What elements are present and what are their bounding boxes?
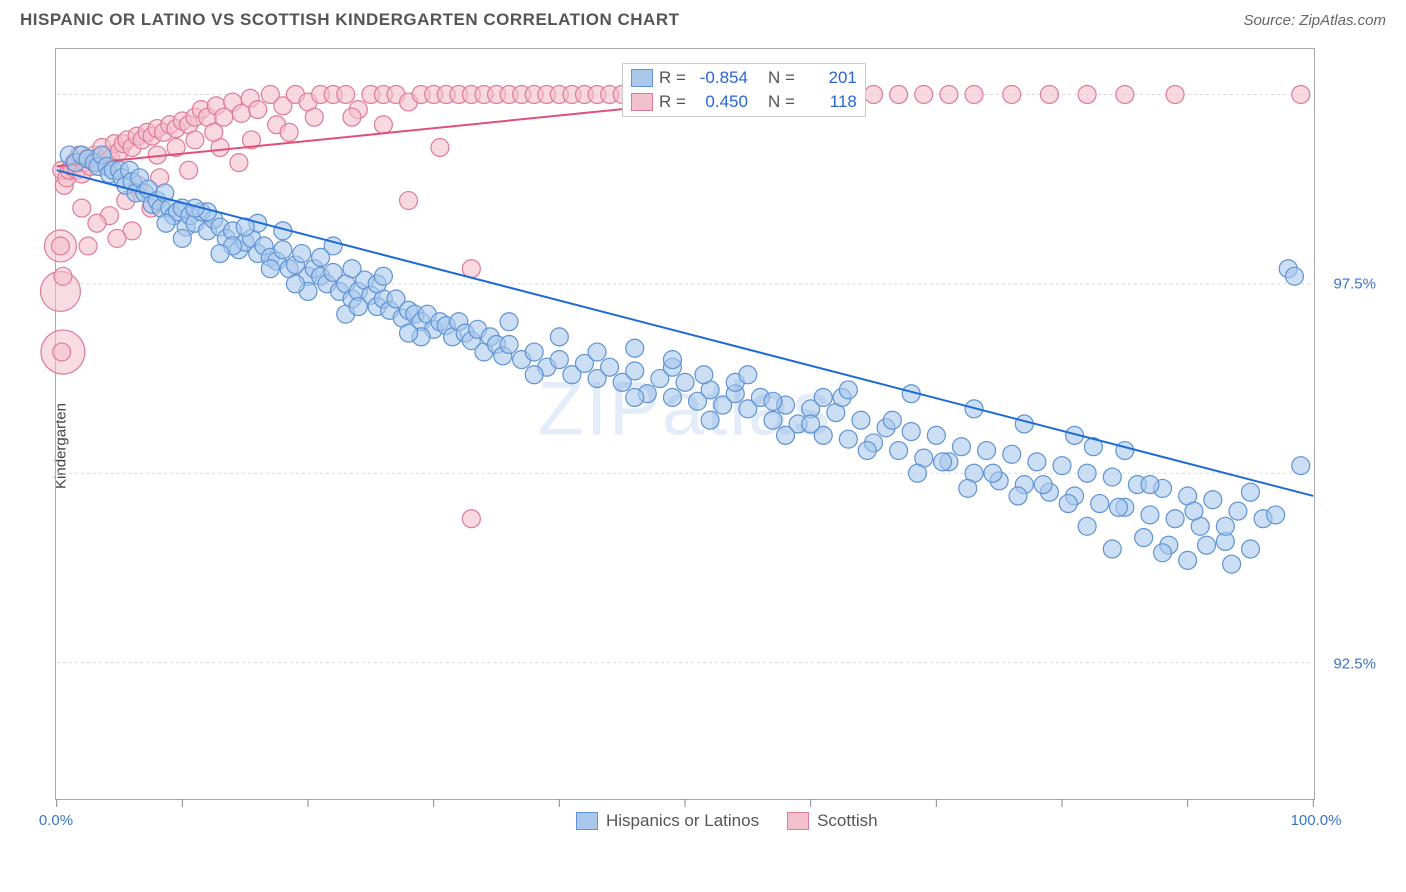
r-label: R = <box>659 66 686 90</box>
n-value-b: 118 <box>801 90 857 114</box>
chart-source: Source: ZipAtlas.com <box>1243 12 1386 29</box>
series-a-name: Hispanics or Latinos <box>606 811 759 831</box>
r-value-b: 0.450 <box>692 90 748 114</box>
r-value-a: -0.854 <box>692 66 748 90</box>
legend-swatch-a2 <box>576 812 598 830</box>
series-b-name: Scottish <box>817 811 877 831</box>
n-label: N = <box>768 90 795 114</box>
chart-header: HISPANIC OR LATINO VS SCOTTISH KINDERGAR… <box>0 0 1406 36</box>
chart-title: HISPANIC OR LATINO VS SCOTTISH KINDERGAR… <box>20 10 680 30</box>
legend-item-a: Hispanics or Latinos <box>576 811 759 831</box>
chart-plot-area: ZIPatlas R = -0.854 N = 201 R = 0.450 N … <box>55 48 1315 800</box>
y-tick-label: 97.5% <box>1333 276 1376 293</box>
legend-item-b: Scottish <box>787 811 877 831</box>
n-value-a: 201 <box>801 66 857 90</box>
n-label: N = <box>768 66 795 90</box>
series-legend: Hispanics or Latinos Scottish <box>576 811 878 831</box>
legend-swatch-b2 <box>787 812 809 830</box>
legend-swatch-a <box>631 69 653 87</box>
x-tick-label: 100.0% <box>1291 812 1342 829</box>
legend-swatch-b <box>631 93 653 111</box>
x-tick-label: 0.0% <box>39 812 73 829</box>
correlation-legend: R = -0.854 N = 201 R = 0.450 N = 118 <box>622 63 866 117</box>
r-label: R = <box>659 90 686 114</box>
scatter-plot-svg <box>56 49 1314 799</box>
y-tick-label: 92.5% <box>1333 656 1376 673</box>
legend-row-b: R = 0.450 N = 118 <box>631 90 857 114</box>
legend-row-a: R = -0.854 N = 201 <box>631 66 857 90</box>
